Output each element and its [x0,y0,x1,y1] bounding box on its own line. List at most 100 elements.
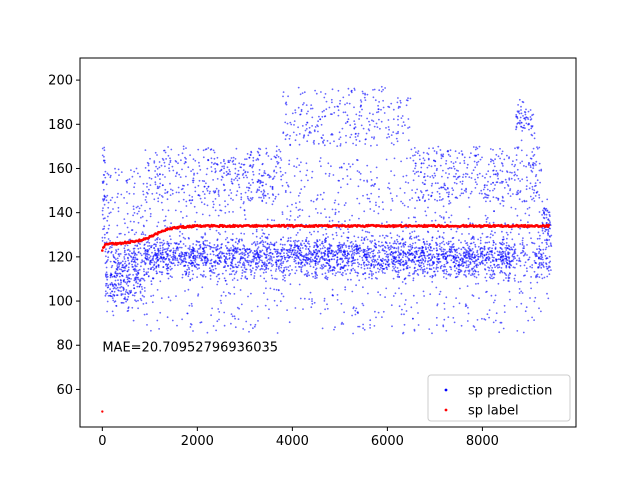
prediction-point [269,258,271,261]
prediction-point [259,259,261,261]
prediction-point [503,187,506,189]
prediction-point [231,182,234,185]
prediction-point [169,275,172,278]
prediction-point [371,260,374,263]
prediction-point [214,264,217,267]
prediction-point [202,236,204,238]
prediction-point [508,252,511,254]
prediction-point [473,160,476,163]
prediction-point [257,262,259,264]
prediction-point [265,183,267,186]
prediction-point [262,181,264,184]
prediction-point [513,250,516,253]
prediction-point [345,141,347,144]
prediction-point [244,271,247,273]
prediction-point [105,199,108,202]
prediction-point [107,173,110,176]
prediction-point [212,246,215,249]
prediction-point [305,123,308,126]
prediction-point [385,127,387,129]
prediction-point [357,325,359,328]
prediction-point [227,203,229,206]
prediction-point [542,216,545,219]
prediction-point [494,294,497,297]
prediction-point [103,194,106,197]
prediction-point [111,297,114,299]
prediction-point [455,230,458,233]
prediction-point [109,246,112,248]
prediction-point [422,263,425,265]
prediction-point [473,326,476,328]
prediction-point [331,88,334,91]
prediction-point [532,155,535,157]
prediction-point [170,242,172,245]
prediction-point [480,247,482,250]
prediction-point [143,268,145,271]
prediction-point [171,259,174,261]
prediction-point [483,318,486,320]
prediction-point [166,272,168,275]
prediction-point [494,299,496,302]
prediction-point [411,252,413,255]
prediction-point [324,241,326,244]
prediction-point [118,272,121,275]
prediction-point [155,165,158,168]
prediction-point [306,242,309,245]
prediction-point [388,246,390,249]
prediction-point [172,251,175,254]
prediction-point [399,269,402,272]
prediction-point [175,191,178,194]
prediction-point [413,261,416,264]
prediction-point [135,273,138,275]
prediction-point [489,261,492,264]
prediction-point [354,309,357,312]
prediction-point [241,253,244,256]
prediction-point [364,93,366,96]
prediction-point [153,263,156,266]
prediction-point [391,269,394,272]
prediction-point [444,265,447,268]
prediction-point [285,181,288,184]
prediction-point [489,148,492,150]
prediction-point [352,257,354,260]
prediction-point [131,260,133,262]
prediction-point [402,254,405,256]
prediction-point [295,257,297,259]
prediction-point [234,317,237,320]
prediction-point [288,321,291,324]
prediction-point [258,261,261,263]
prediction-point [502,200,505,203]
prediction-point [211,307,214,310]
prediction-point [386,268,388,271]
prediction-point [224,205,227,208]
prediction-point [301,240,304,242]
prediction-point [470,254,473,256]
prediction-point [244,276,247,279]
prediction-point [510,248,513,251]
prediction-point [352,142,354,145]
prediction-point [378,268,381,271]
prediction-point [157,221,160,224]
prediction-point [302,308,304,310]
prediction-point [479,248,482,251]
prediction-point [236,179,239,182]
prediction-point [380,90,383,93]
prediction-point [280,260,282,262]
prediction-point [133,212,136,214]
prediction-point [223,311,226,314]
prediction-point [363,265,366,267]
prediction-point [374,99,377,102]
prediction-point [463,189,466,192]
prediction-point [467,312,470,315]
prediction-point [291,256,294,258]
prediction-point [502,254,504,257]
prediction-point [265,202,268,204]
prediction-point [378,195,380,198]
prediction-point [397,107,400,109]
prediction-point [395,195,398,197]
prediction-point [532,192,535,194]
prediction-point [126,278,129,281]
prediction-point [336,258,339,261]
prediction-point [503,262,506,265]
prediction-point [415,162,417,165]
